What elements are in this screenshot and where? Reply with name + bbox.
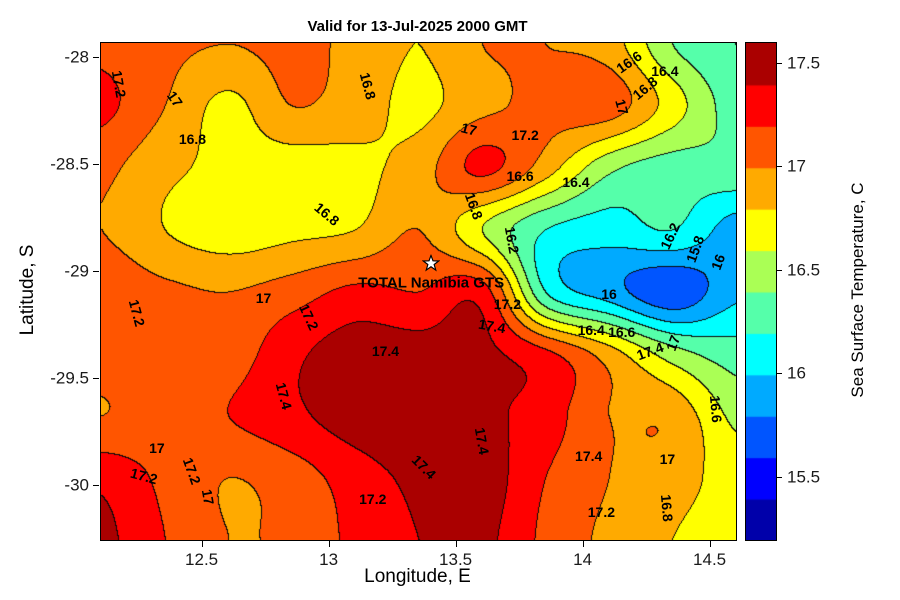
- contour-value-label: 16.2: [502, 225, 523, 255]
- contour-value-label: 17.2: [587, 504, 615, 521]
- contour-value-label: 17.2: [359, 491, 387, 508]
- station-marker-star-icon: [421, 253, 441, 277]
- contour-value-label: 17: [149, 439, 165, 456]
- x-tick-mark: [328, 541, 330, 547]
- contour-value-label: 16.8: [628, 73, 661, 103]
- y-tick-mark: [93, 164, 99, 166]
- contour-value-label: 16.8: [658, 493, 677, 523]
- contour-value-label: 17: [459, 118, 479, 139]
- contour-value-label: 17: [163, 87, 186, 110]
- x-tick-mark: [582, 541, 584, 547]
- station-label: TOTAL Namibia GTS: [358, 274, 505, 292]
- colorbar-label: Sea Surface Temperature, C: [848, 182, 867, 398]
- contour-value-label: 17.4: [575, 448, 603, 465]
- contour-value-label: 16: [708, 251, 729, 272]
- contour-value-label: 17.4: [477, 315, 507, 337]
- colorbar-tick-mark: [777, 166, 782, 168]
- contour-value-label: 16: [601, 285, 617, 302]
- contour-value-label: 17.4: [634, 339, 666, 364]
- colorbar-tick-mark: [777, 476, 782, 478]
- contour-value-label: 17: [255, 289, 272, 306]
- y-tick-label: -28: [64, 47, 89, 67]
- contour-value-label: 17: [659, 450, 676, 467]
- contour-value-label: 17: [611, 97, 632, 117]
- colorbar-tick-label: 16: [787, 363, 806, 383]
- x-tick-label: 14.5: [693, 550, 727, 569]
- y-tick-mark: [93, 271, 99, 273]
- contour-value-label: 17: [198, 488, 217, 507]
- sst-filled-contour-canvas: [101, 43, 736, 540]
- x-tick-label: 13: [319, 550, 339, 569]
- contour-label-overlay: 17.2 17 16.8 16.8 17 17.2 16.6 16.4 16.8 17 16.8 16…: [101, 43, 736, 540]
- x-tick-mark: [201, 541, 203, 547]
- contour-value-label: 17.2: [296, 301, 323, 333]
- colorbar-tick-mark: [777, 269, 782, 271]
- contour-value-label: 16.4: [577, 322, 605, 339]
- y-tick-label: -28.5: [50, 154, 89, 174]
- x-tick-label: 12.5: [185, 550, 219, 569]
- contour-value-label: 15.8: [683, 233, 708, 265]
- contour-value-label: 17.4: [408, 451, 439, 483]
- contour-value-label: 17: [662, 332, 683, 353]
- x-tick-label: 14: [573, 550, 593, 569]
- contour-value-label: 17.2: [128, 464, 160, 487]
- contour-value-label: 16.2: [656, 220, 683, 252]
- colorbar-tick-mark: [777, 373, 782, 375]
- x-axis-label: Longitude, E: [364, 566, 471, 587]
- figure-title: Valid for 13-Jul-2025 2000 GMT: [307, 18, 528, 35]
- contour-value-label: 16.8: [311, 199, 343, 230]
- y-tick-mark: [93, 378, 99, 380]
- contour-value-label: 16.8: [462, 190, 487, 222]
- contour-value-label: 17.2: [108, 68, 130, 99]
- x-tick-label: 13.5: [439, 550, 473, 569]
- x-tick-mark: [709, 541, 711, 547]
- contour-value-label: 17.2: [180, 455, 205, 487]
- contour-value-label: 16.4: [651, 62, 679, 79]
- colorbar: [745, 42, 777, 541]
- contour-value-label: 17.4: [272, 381, 296, 412]
- contour-value-label: 16.6: [506, 167, 534, 184]
- contour-value-label: 16.8: [356, 70, 379, 102]
- contour-value-label: 16.6: [608, 324, 636, 341]
- colorbar-tick-label: 16.5: [787, 260, 821, 280]
- y-tick-label: -29.5: [50, 368, 89, 388]
- contour-value-label: 17.4: [471, 426, 493, 457]
- y-tick-mark: [93, 485, 99, 487]
- colorbar-tick-mark: [777, 62, 782, 64]
- contour-value-label: 16.8: [178, 131, 207, 148]
- y-tick-mark: [93, 56, 99, 58]
- map-plot-area: 17.2 17 16.8 16.8 17 17.2 16.6 16.4 16.8 17 16.8 16…: [100, 42, 737, 541]
- y-axis-label: Latitude, S: [17, 244, 38, 336]
- colorbar-gradient-canvas: [746, 43, 776, 540]
- contour-value-label: 16.6: [613, 47, 646, 77]
- colorbar-tick-label: 17: [787, 156, 806, 176]
- contour-value-label: 17.2: [125, 297, 148, 329]
- y-tick-label: -29: [64, 261, 89, 281]
- y-tick-label: -30: [64, 475, 89, 495]
- x-tick-mark: [455, 541, 457, 547]
- contour-value-label: 17.2: [511, 127, 539, 144]
- contour-value-label: 17.2: [493, 296, 522, 313]
- colorbar-tick-label: 17.5: [787, 53, 821, 73]
- contour-value-label: 16.6: [706, 395, 725, 424]
- contour-value-label: 16.4: [562, 174, 590, 191]
- colorbar-tick-label: 15.5: [787, 467, 821, 487]
- contour-value-label: 17.4: [371, 343, 400, 360]
